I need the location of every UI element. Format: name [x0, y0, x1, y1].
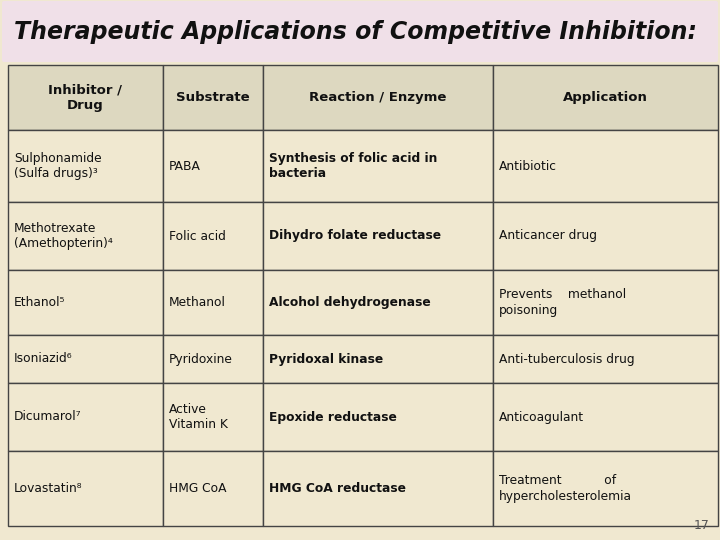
Bar — [8, 65, 163, 130]
Text: HMG CoA: HMG CoA — [169, 482, 227, 495]
Text: Reaction / Enzyme: Reaction / Enzyme — [310, 91, 446, 104]
Text: Inhibitor /
Drug: Inhibitor / Drug — [48, 83, 122, 112]
Text: Substrate: Substrate — [176, 91, 250, 104]
Text: Anticoagulant: Anticoagulant — [499, 410, 584, 423]
Text: Isoniazid⁶: Isoniazid⁶ — [14, 353, 73, 366]
Bar — [263, 130, 493, 202]
Bar — [8, 335, 163, 383]
Bar — [493, 451, 718, 526]
Text: Sulphonamide
(Sulfa drugs)³: Sulphonamide (Sulfa drugs)³ — [14, 152, 102, 180]
Bar — [163, 202, 263, 270]
Text: Dicumarol⁷: Dicumarol⁷ — [14, 410, 81, 423]
Bar — [263, 65, 493, 130]
Bar — [263, 383, 493, 451]
Bar — [263, 451, 493, 526]
Bar — [163, 130, 263, 202]
Text: Folic acid: Folic acid — [169, 230, 226, 242]
Bar — [493, 335, 718, 383]
Text: Prevents    methanol
poisoning: Prevents methanol poisoning — [499, 288, 626, 317]
Bar — [163, 65, 263, 130]
Text: Pyridoxine: Pyridoxine — [169, 353, 233, 366]
Bar — [163, 335, 263, 383]
Text: Therapeutic Applications of Competitive Inhibition:: Therapeutic Applications of Competitive … — [14, 19, 697, 44]
Bar — [8, 383, 163, 451]
Text: 17: 17 — [694, 519, 710, 532]
Text: Methanol: Methanol — [169, 296, 226, 309]
Bar — [8, 202, 163, 270]
Bar — [493, 202, 718, 270]
Text: Pyridoxal kinase: Pyridoxal kinase — [269, 353, 383, 366]
Text: Synthesis of folic acid in
bacteria: Synthesis of folic acid in bacteria — [269, 152, 437, 180]
Bar — [163, 270, 263, 335]
Text: Alcohol dehydrogenase: Alcohol dehydrogenase — [269, 296, 431, 309]
Text: Ethanol⁵: Ethanol⁵ — [14, 296, 66, 309]
Text: Anti-tuberculosis drug: Anti-tuberculosis drug — [499, 353, 634, 366]
Text: Application: Application — [563, 91, 648, 104]
Bar — [8, 451, 163, 526]
Text: Antibiotic: Antibiotic — [499, 159, 557, 172]
Bar — [263, 202, 493, 270]
Text: Lovastatin⁸: Lovastatin⁸ — [14, 482, 83, 495]
Bar — [493, 130, 718, 202]
Text: PABA: PABA — [169, 159, 201, 172]
Bar — [493, 270, 718, 335]
Text: Dihydro folate reductase: Dihydro folate reductase — [269, 230, 441, 242]
Bar — [163, 383, 263, 451]
Bar — [493, 65, 718, 130]
Bar — [8, 130, 163, 202]
Text: Methotrexate
(Amethopterin)⁴: Methotrexate (Amethopterin)⁴ — [14, 222, 113, 250]
Text: Epoxide reductase: Epoxide reductase — [269, 410, 397, 423]
FancyBboxPatch shape — [2, 1, 718, 62]
Bar — [263, 335, 493, 383]
Bar — [493, 383, 718, 451]
Text: Active
Vitamin K: Active Vitamin K — [169, 403, 228, 431]
Text: HMG CoA reductase: HMG CoA reductase — [269, 482, 406, 495]
Bar — [163, 451, 263, 526]
Text: Treatment           of
hypercholesterolemia: Treatment of hypercholesterolemia — [499, 474, 632, 503]
Bar — [8, 270, 163, 335]
Bar — [263, 270, 493, 335]
Text: Anticancer drug: Anticancer drug — [499, 230, 597, 242]
